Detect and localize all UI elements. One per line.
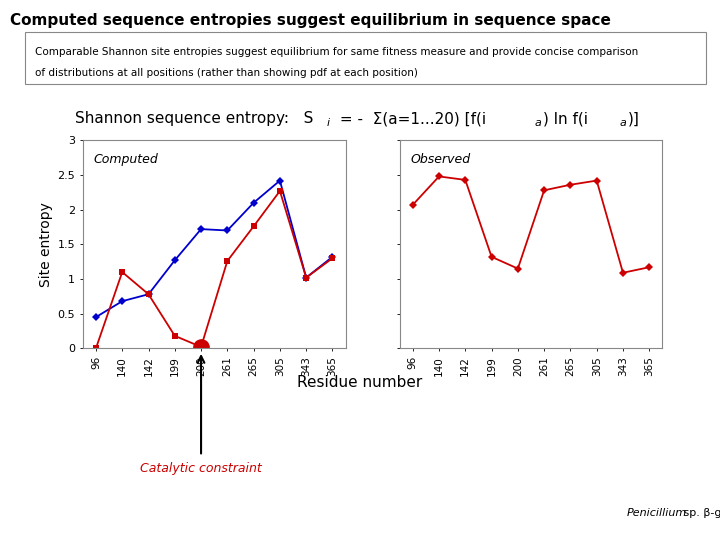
Text: Computed sequence entropies suggest equilibrium in sequence space: Computed sequence entropies suggest equi…: [10, 14, 611, 29]
Text: a: a: [620, 118, 627, 128]
Text: )]: )]: [628, 111, 640, 126]
Text: Shannon sequence entropy:   S: Shannon sequence entropy: S: [75, 111, 313, 126]
Text: Computed: Computed: [94, 153, 158, 166]
Text: Residue number: Residue number: [297, 375, 423, 390]
Text: = -  Σ(a=1...20) [f(i: = - Σ(a=1...20) [f(i: [335, 111, 486, 126]
Y-axis label: Site entropy: Site entropy: [40, 202, 53, 287]
Text: Comparable Shannon site entropies suggest equilibrium for same fitness measure a: Comparable Shannon site entropies sugges…: [35, 47, 639, 57]
Text: Observed: Observed: [410, 153, 470, 166]
Text: Catalytic constraint: Catalytic constraint: [140, 462, 262, 475]
Text: Penicillium: Penicillium: [626, 508, 687, 518]
Text: i: i: [327, 118, 330, 128]
Text: ) ln f(i: ) ln f(i: [543, 111, 588, 126]
Text: sp. β-galactosidase: sp. β-galactosidase: [680, 508, 720, 518]
Text: of distributions at all positions (rather than showing pdf at each position): of distributions at all positions (rathe…: [35, 68, 418, 78]
Text: a: a: [535, 118, 542, 128]
